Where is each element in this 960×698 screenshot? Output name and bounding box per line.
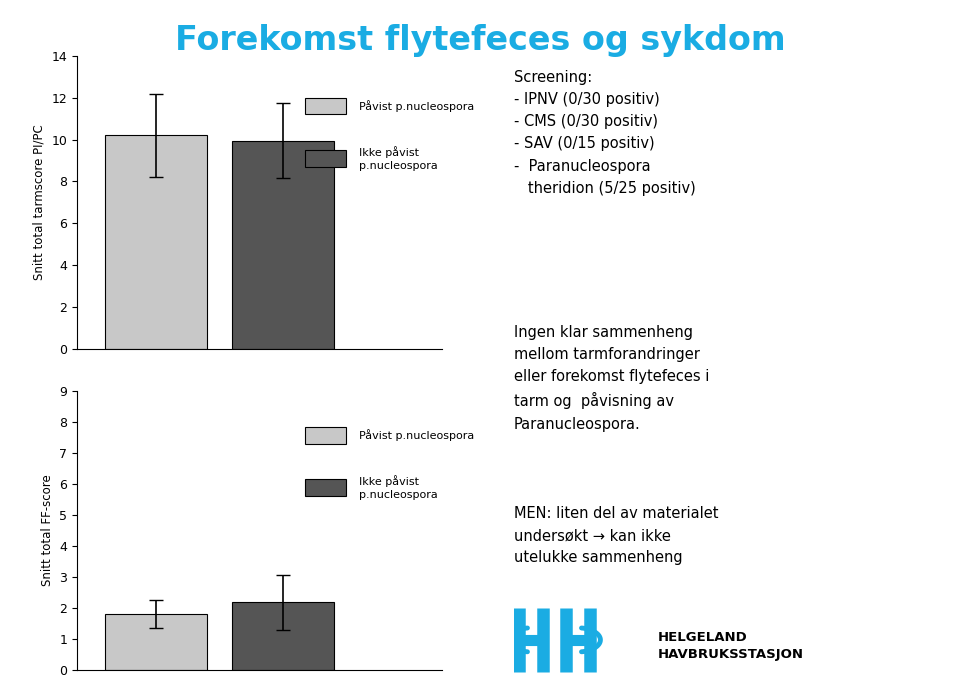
Y-axis label: Snitt total FF-score: Snitt total FF-score bbox=[40, 475, 54, 586]
Text: MEN: liten del av materialet
undersøkt → kan ikke
utelukke sammenheng: MEN: liten del av materialet undersøkt →… bbox=[514, 506, 718, 565]
FancyBboxPatch shape bbox=[305, 98, 347, 114]
Text: Screening:
- IPNV (0/30 positiv)
- CMS (0/30 positiv)
- SAV (0/15 positiv)
-  Pa: Screening: - IPNV (0/30 positiv) - CMS (… bbox=[514, 70, 695, 196]
Text: Ikke påvist
p.nucleospora: Ikke påvist p.nucleospora bbox=[359, 147, 438, 170]
Text: Påvist p.nucleospora: Påvist p.nucleospora bbox=[359, 429, 474, 441]
Y-axis label: Snitt total tarmscore PI/PC: Snitt total tarmscore PI/PC bbox=[33, 124, 46, 281]
FancyBboxPatch shape bbox=[305, 150, 347, 167]
Bar bbox=[232, 141, 334, 349]
Text: Ingen klar sammenheng
mellom tarmforandringer
eller forekomst flytefeces i
tarm : Ingen klar sammenheng mellom tarmforandr… bbox=[514, 325, 709, 431]
Bar bbox=[106, 135, 206, 349]
Text: Forekomst flytefeces og sykdom: Forekomst flytefeces og sykdom bbox=[175, 24, 785, 57]
Bar bbox=[106, 614, 206, 670]
FancyBboxPatch shape bbox=[305, 426, 347, 444]
Bar bbox=[232, 602, 334, 670]
Text: Påvist p.nucleospora: Påvist p.nucleospora bbox=[359, 100, 474, 112]
FancyBboxPatch shape bbox=[305, 480, 347, 496]
Text: Ikke påvist
p.nucleospora: Ikke påvist p.nucleospora bbox=[359, 475, 438, 500]
Text: HELGELAND
HAVBRUKSSTASJON: HELGELAND HAVBRUKSSTASJON bbox=[658, 631, 804, 660]
